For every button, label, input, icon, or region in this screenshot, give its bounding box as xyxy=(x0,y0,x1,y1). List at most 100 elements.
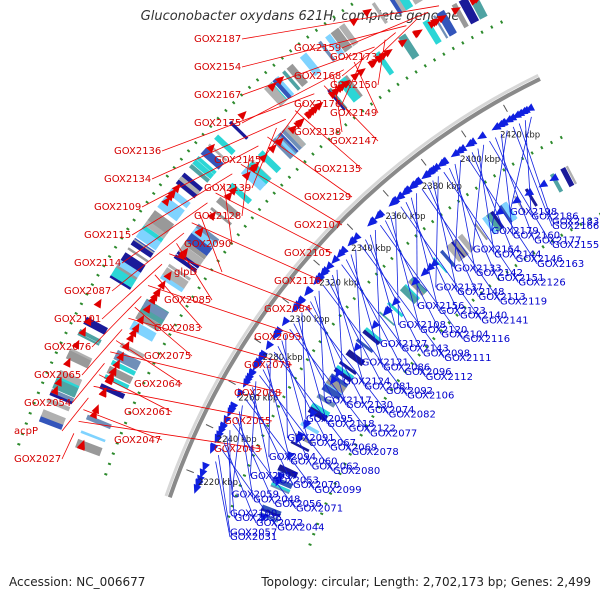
forward-gene-arrow xyxy=(267,144,277,154)
forward-gene-label: GOX2085 xyxy=(164,295,211,306)
scale-tick-label: 2400 kbp xyxy=(460,155,500,165)
outer-feature-block xyxy=(110,267,137,289)
outer-feature-block xyxy=(399,0,414,11)
reverse-gene-arrow xyxy=(367,217,377,227)
reverse-gene-arrow xyxy=(431,162,442,172)
reverse-gene-leader xyxy=(410,197,439,311)
mid-feature-block xyxy=(142,299,169,321)
forward-gene-label: GOX2079 xyxy=(244,360,291,371)
reverse-gene-leader xyxy=(449,167,498,279)
scale-tick xyxy=(420,158,427,166)
reverse-gene-label: GOX2142 xyxy=(476,268,523,279)
forward-gene-leader xyxy=(128,317,293,366)
forward-gene-labels: GOX2187GOX2159GOX2173GOX2154GOX2168GOX21… xyxy=(14,5,440,465)
forward-gene-arrow xyxy=(131,323,140,333)
reverse-gene-leader xyxy=(332,274,365,387)
forward-gene-arrow xyxy=(77,440,85,451)
inner-feature-block xyxy=(277,464,299,478)
reverse-gene-arrow xyxy=(491,122,502,131)
forward-gene-arrow xyxy=(116,351,124,362)
reverse-gene-arrow xyxy=(195,478,204,489)
forward-gene-label: GOX2149 xyxy=(330,108,377,119)
forward-gene-arrow xyxy=(163,271,172,281)
reverse-gene-label: GOX2121 xyxy=(362,358,409,369)
forward-gene-arrow xyxy=(91,404,99,415)
scale-tick-label: 2240 kbp xyxy=(217,435,257,445)
outer-feature-block xyxy=(40,409,66,425)
mid-feature-block xyxy=(458,0,480,25)
reverse-gene-arrow xyxy=(390,195,401,205)
reverse-gene-leader xyxy=(390,215,421,330)
reverse-gene-label: GOX2127 xyxy=(380,339,427,350)
mid-feature-block xyxy=(80,430,106,443)
reverse-gene-leader xyxy=(248,393,294,486)
reverse-gene-label: GOX2078 xyxy=(351,447,398,458)
inner-feature-block xyxy=(307,405,329,422)
forward-gene-leader xyxy=(333,77,343,133)
forward-gene-label: GOX2145 xyxy=(214,155,261,166)
forward-gene-arrow xyxy=(341,79,351,89)
reverse-gene-arrow xyxy=(495,207,505,216)
forward-gene-leader xyxy=(341,11,429,49)
forward-gene-label: GOX2065 xyxy=(34,370,81,381)
forward-gene-arrow xyxy=(362,8,372,18)
outer-feature-block xyxy=(214,134,236,156)
mid-feature-block xyxy=(185,233,213,257)
reverse-gene-arrow xyxy=(304,286,313,297)
forward-gene-label: GOX2084 xyxy=(264,304,311,315)
forward-gene-label: GOX2159 xyxy=(294,43,341,54)
reverse-gene-leader xyxy=(220,448,278,528)
reverse-gene-leader xyxy=(301,312,307,420)
forward-gene-arrow xyxy=(89,409,97,420)
reverse-gene-label: GOX2098 xyxy=(423,348,470,359)
forward-gene-arrow xyxy=(267,82,277,92)
reverse-gene-label: GOX2130 xyxy=(346,400,393,411)
forward-gene-label: GOX2083 xyxy=(154,323,201,334)
reverse-gene-label: GOX2108 xyxy=(399,320,446,331)
scale-tick-label: 2380 kbp xyxy=(422,182,462,192)
forward-gene-leader xyxy=(323,85,379,142)
dotted-ring-2 xyxy=(104,16,511,476)
reverse-gene-leader xyxy=(443,171,519,283)
forward-gene-label: GOX2134 xyxy=(104,174,151,185)
reverse-gene-leader xyxy=(454,163,477,274)
forward-gene-leader xyxy=(377,39,386,86)
forward-gene-arrow xyxy=(171,183,181,194)
reverse-gene-label: GOX2074 xyxy=(367,405,414,416)
forward-gene-label: GOX2129 xyxy=(304,192,351,203)
reverse-gene-arrow xyxy=(450,148,461,158)
reverse-gene-leader xyxy=(500,133,514,236)
inner-feature-block xyxy=(316,393,336,408)
inner-feature-block xyxy=(565,165,577,185)
reverse-gene-label: GOX2060 xyxy=(290,457,337,468)
reverse-gene-label: GOX2100 xyxy=(230,508,277,519)
forward-gene-arrow xyxy=(228,186,238,196)
forward-gene-arrow xyxy=(152,287,161,298)
forward-gene-leader xyxy=(61,433,75,460)
reverse-gene-arrow xyxy=(330,375,339,385)
forward-gene-arrow xyxy=(223,191,233,202)
inner-feature-block xyxy=(290,440,310,453)
scale-tick-label: 2300 kbp xyxy=(290,315,330,325)
reverse-gene-leader xyxy=(223,442,257,524)
reverse-gene-leader xyxy=(384,220,442,335)
inner-feature-block xyxy=(334,364,355,381)
reverse-gene-label: GOX2057 xyxy=(230,527,277,538)
reverse-gene-arrow xyxy=(339,246,349,256)
forward-gene-arrow xyxy=(161,196,170,207)
inner-feature-block xyxy=(387,301,404,318)
forward-gene-label: GOX2068 xyxy=(234,388,281,399)
reverse-gene-arrow xyxy=(272,330,281,341)
reverse-gene-label: GOX2069 xyxy=(330,443,377,454)
forward-gene-leader xyxy=(121,202,208,264)
reverse-gene-arrow xyxy=(426,166,437,176)
inner-feature-block xyxy=(485,212,502,232)
outer-feature-block xyxy=(127,247,149,263)
reverse-gene-leader xyxy=(285,334,288,439)
reverse-gene-leader xyxy=(215,461,231,538)
forward-gene-label: GOX2075 xyxy=(144,351,191,362)
forward-gene-leader xyxy=(83,409,163,441)
reverse-gene-arrow xyxy=(512,110,522,119)
forward-gene-label: GOX2043 xyxy=(214,444,261,455)
